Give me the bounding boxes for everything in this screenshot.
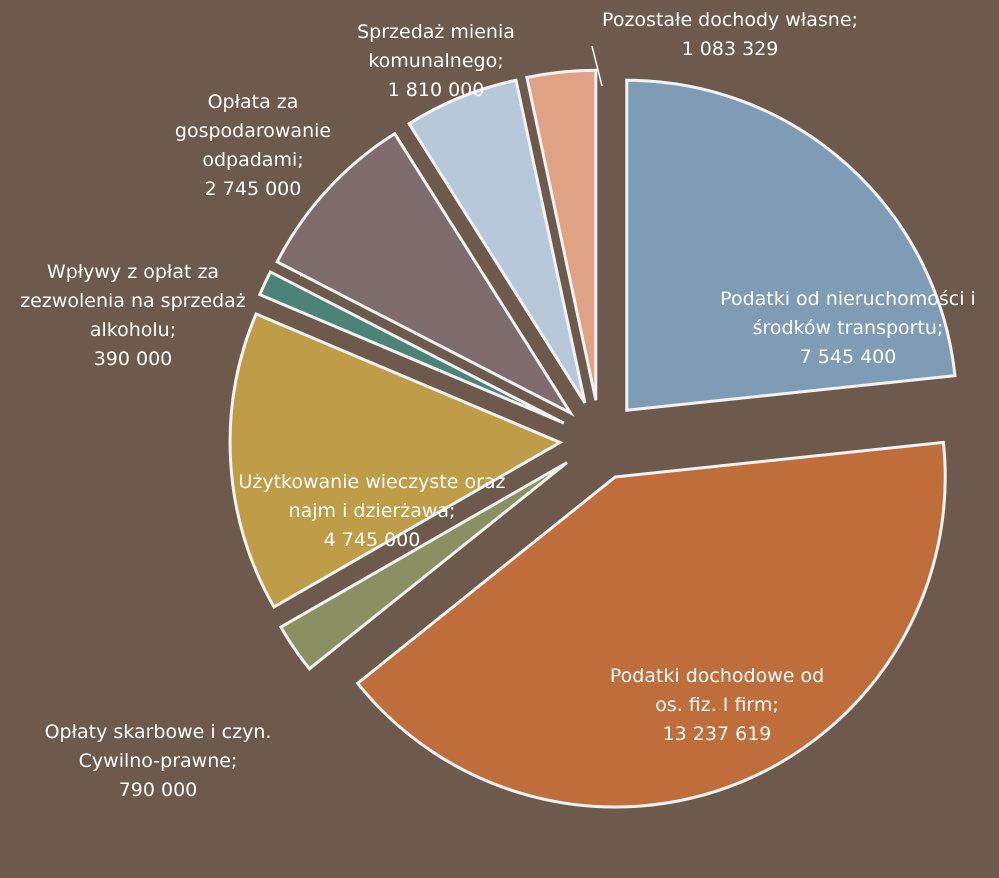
pie-slice [625,78,957,412]
category-label: Pozostałe dochody własne; [602,9,858,31]
pie-slice [257,269,565,425]
data-label: Podatki od nieruchomości i środków trans… [698,285,998,372]
value-label: 1 083 329 [681,38,779,60]
data-label: Opłaty skarbowe i czyn. Cywilno-prawne; 7… [23,718,293,805]
value-label: 4 745 000 [323,529,421,551]
value-label: 13 237 619 [662,723,772,745]
value-label: 7 545 400 [799,346,897,368]
value-label: 390 000 [93,348,173,370]
category-label: Sprzedaż mienia komunalnego; [357,21,515,72]
pie-slice [278,461,568,671]
data-label: Opłata za gospodarowanie odpadami; 2 745 … [153,88,353,204]
pie-slice [275,131,575,417]
value-label: 790 000 [118,779,198,801]
data-label: Wpływy z opłat za zezwolenia na sprzedaż… [0,258,273,374]
data-label: Podatki dochodowe od os. fiz. I firm; 13 … [597,662,837,749]
leader-line [591,45,603,87]
category-label: Wpływy z opłat za zezwolenia na sprzedaż… [20,261,246,341]
pie-slice [525,68,598,401]
pie-slice [228,312,564,610]
data-label: Sprzedaż mienia komunalnego; 1 810 000 [336,18,536,105]
category-label: Podatki od nieruchomości i środków trans… [720,288,976,339]
data-label: Pozostałe dochody własne; 1 083 329 [565,6,895,64]
pie-slice [407,78,587,404]
pie-slice [355,440,947,809]
value-label: 2 745 000 [204,178,302,200]
value-label: 1 810 000 [387,79,485,101]
category-label: Opłaty skarbowe i czyn. Cywilno-prawne; [44,721,272,772]
category-label: Podatki dochodowe od os. fiz. I firm; [609,665,825,716]
category-label: Opłata za gospodarowanie odpadami; [174,91,332,171]
data-label: Użytkowanie wieczyste oraz najm i dzierż… [232,468,512,555]
category-label: Użytkowanie wieczyste oraz najm i dzierż… [238,471,506,522]
